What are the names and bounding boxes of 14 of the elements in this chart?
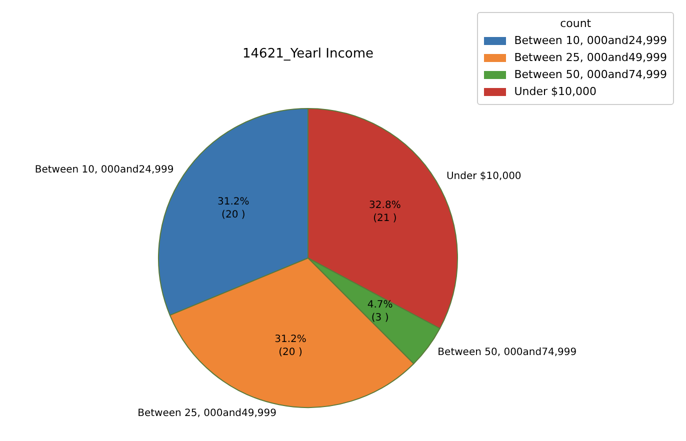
data-label: 4.7% (3 ) — [367, 300, 393, 324]
slice-label: Under $10,000 — [446, 171, 522, 182]
legend-title: count — [559, 17, 592, 30]
data-label: 32.8% (21 ) — [369, 200, 401, 224]
text: 14621_Yearl Income — [242, 46, 374, 62]
legend-label: Between 10, 000and24,999 — [514, 34, 667, 47]
legend-label: Under $10,000 — [514, 85, 596, 98]
slice-label: Between 50, 000and74,999 — [438, 346, 577, 358]
data-label: 31.2% (20 ) — [218, 196, 250, 220]
slice-label: Between 10, 000and24,999 — [34, 164, 174, 176]
data-label: 31.2% (20 ) — [274, 334, 306, 358]
legend-label: Between 25, 000and49,999 — [514, 51, 667, 64]
slice-label: Between 25, 000and49,999 — [138, 408, 276, 420]
legend-label: Between 50, 000and74,999 — [514, 68, 667, 81]
